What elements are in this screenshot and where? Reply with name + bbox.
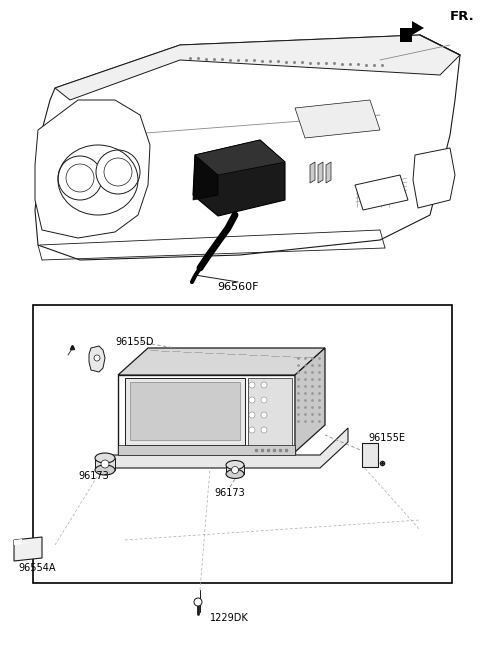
Circle shape — [261, 427, 267, 433]
Circle shape — [249, 412, 255, 418]
Text: 96173: 96173 — [215, 488, 245, 498]
Polygon shape — [14, 537, 42, 561]
Circle shape — [66, 164, 94, 192]
Circle shape — [249, 427, 255, 433]
Circle shape — [101, 460, 109, 468]
Ellipse shape — [95, 453, 115, 463]
Text: 96173: 96173 — [78, 471, 109, 481]
Polygon shape — [89, 346, 105, 372]
Polygon shape — [400, 21, 424, 42]
Circle shape — [249, 397, 255, 403]
Polygon shape — [195, 140, 285, 175]
Text: 96560F: 96560F — [217, 282, 259, 292]
Circle shape — [94, 355, 100, 361]
Bar — [33, 305, 452, 583]
Ellipse shape — [226, 470, 244, 478]
Polygon shape — [35, 35, 460, 260]
Circle shape — [261, 382, 267, 388]
Polygon shape — [125, 378, 245, 445]
Circle shape — [261, 412, 267, 418]
Circle shape — [261, 397, 267, 403]
Polygon shape — [226, 465, 244, 474]
Polygon shape — [318, 162, 323, 183]
Polygon shape — [100, 428, 348, 468]
Text: 96155E: 96155E — [368, 433, 405, 443]
Polygon shape — [55, 35, 460, 100]
Circle shape — [104, 158, 132, 186]
Polygon shape — [193, 140, 285, 216]
Circle shape — [249, 382, 255, 388]
Polygon shape — [193, 152, 218, 200]
Polygon shape — [118, 445, 295, 455]
Circle shape — [58, 156, 102, 200]
Polygon shape — [248, 378, 292, 452]
Polygon shape — [295, 100, 380, 138]
Circle shape — [194, 598, 202, 606]
Polygon shape — [326, 162, 331, 183]
Polygon shape — [130, 382, 240, 440]
Circle shape — [96, 150, 140, 194]
Polygon shape — [310, 162, 315, 183]
Polygon shape — [295, 348, 325, 452]
Polygon shape — [362, 443, 378, 467]
Polygon shape — [413, 148, 455, 208]
Circle shape — [231, 466, 239, 474]
Text: 96554A: 96554A — [18, 563, 56, 573]
Polygon shape — [118, 375, 295, 455]
Ellipse shape — [95, 465, 115, 475]
Polygon shape — [118, 348, 325, 375]
Polygon shape — [14, 539, 22, 545]
Polygon shape — [355, 175, 408, 210]
Text: FR.: FR. — [450, 10, 475, 23]
Polygon shape — [35, 100, 150, 238]
Ellipse shape — [226, 460, 244, 470]
Text: 1229DK: 1229DK — [210, 613, 249, 623]
Polygon shape — [95, 458, 115, 470]
Text: 96155D: 96155D — [115, 337, 154, 347]
